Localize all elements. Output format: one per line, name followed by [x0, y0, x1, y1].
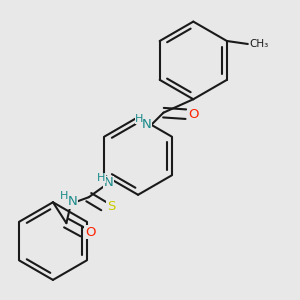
Text: N: N: [103, 176, 113, 189]
Text: H: H: [60, 191, 68, 201]
Text: H: H: [135, 114, 143, 124]
Text: S: S: [107, 200, 116, 213]
Text: N: N: [68, 195, 77, 208]
Text: N: N: [142, 118, 151, 131]
Text: O: O: [85, 226, 95, 238]
Text: O: O: [188, 108, 199, 121]
Text: CH₃: CH₃: [249, 39, 268, 49]
Text: H: H: [97, 173, 106, 183]
